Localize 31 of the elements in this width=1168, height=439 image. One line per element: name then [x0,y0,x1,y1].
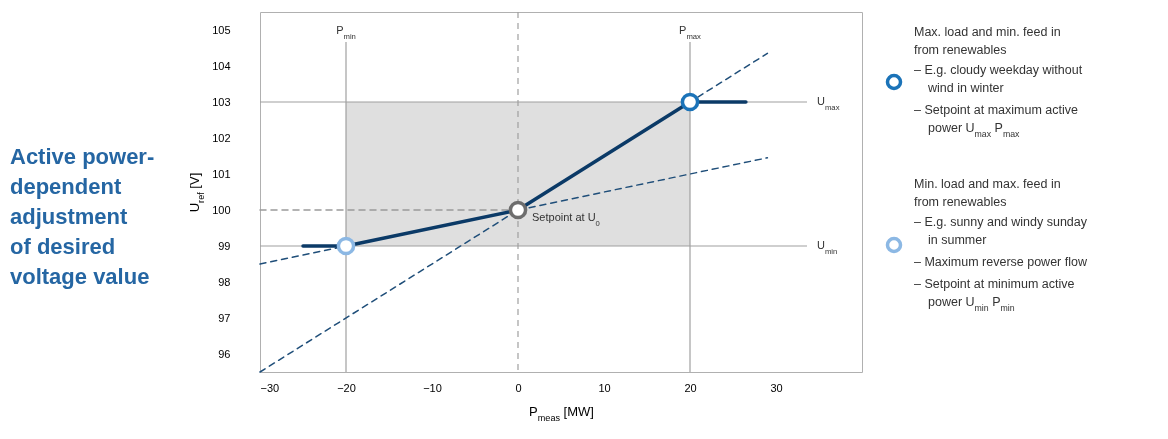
x-tick-label: 0 [515,381,522,394]
ref-line-label: U$_{min}$ [817,239,838,256]
x-tick-label: −20 [337,381,356,394]
y-tick-label: 104 [212,59,231,72]
text: Max. load and min. feed in from renewables [914,25,1061,57]
x-tick-label: 20 [684,381,697,394]
y-tick-label: 97 [218,311,231,324]
y-tick-label: 98 [218,275,231,288]
x-tick-label: 30 [770,381,783,394]
x-tick-label: −30 [260,381,280,394]
text: – E.g. sunny and windy sunday in summer [914,215,1088,247]
text: Min. load and max. feed in from renewables [914,177,1061,209]
text: – Setpoint at minimum active power U$_{min}$ P$_{min}$ [914,277,1075,313]
y-tick-label: 100 [212,203,231,216]
x-tick-label: −10 [423,381,442,394]
x-axis-title: P$_{meas}$ [MW] [529,403,594,423]
y-tick-label: 96 [218,347,231,360]
y-tick-label: 101 [212,167,231,180]
y-tick-label: 99 [218,239,231,252]
y-tick-label: 105 [212,23,231,36]
ref-line-label: P$_{max}$ [679,24,702,41]
y-tick-label: 103 [212,95,231,108]
text: – Setpoint at maximum active power U$_{max}$ P$_{max}$ [914,103,1079,139]
ref-line-label: P$_{min}$ [336,24,356,41]
text: Active power-dependent adjustment of desired voltage value [10,144,155,289]
annotation: Setpoint at U$_{0}$ [532,211,600,228]
x-tick-label: 10 [598,381,611,394]
text: – Maximum reverse power flow [914,255,1088,269]
y-tick-label: 102 [212,131,231,144]
ref-line-label: U$_{max}$ [817,95,840,112]
text: – E.g. cloudy weekday without wind in winter [914,63,1083,95]
